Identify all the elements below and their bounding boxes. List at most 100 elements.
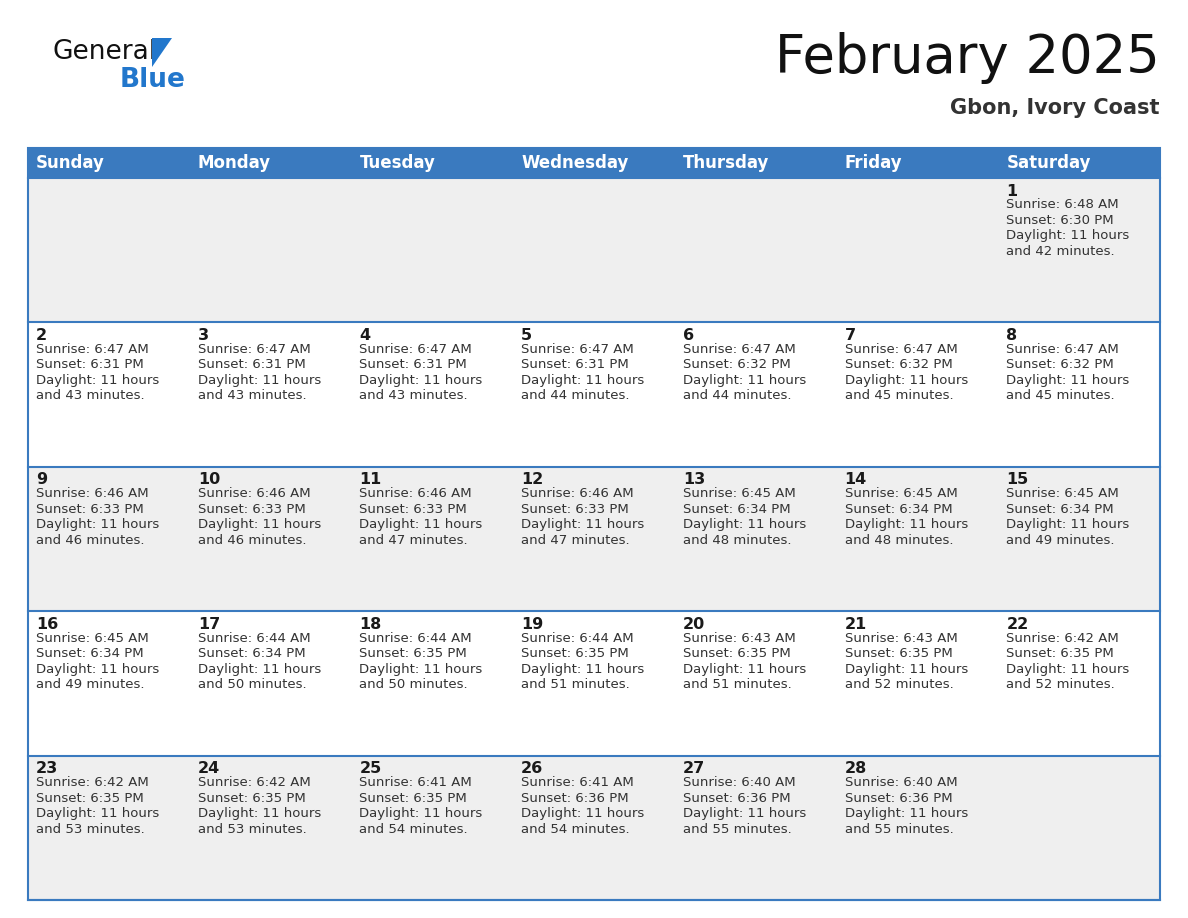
Text: and 45 minutes.: and 45 minutes. xyxy=(1006,389,1114,402)
Text: Sunset: 6:33 PM: Sunset: 6:33 PM xyxy=(36,503,144,516)
Text: Daylight: 11 hours: Daylight: 11 hours xyxy=(197,374,321,386)
Text: 12: 12 xyxy=(522,472,543,487)
Text: Sunset: 6:33 PM: Sunset: 6:33 PM xyxy=(360,503,467,516)
Text: Sunrise: 6:42 AM: Sunrise: 6:42 AM xyxy=(36,776,148,789)
Text: 8: 8 xyxy=(1006,328,1017,343)
Text: Sunrise: 6:44 AM: Sunrise: 6:44 AM xyxy=(522,632,633,644)
Text: Daylight: 11 hours: Daylight: 11 hours xyxy=(522,519,644,532)
Text: and 45 minutes.: and 45 minutes. xyxy=(845,389,953,402)
Text: and 47 minutes.: and 47 minutes. xyxy=(522,533,630,547)
Text: and 54 minutes.: and 54 minutes. xyxy=(360,823,468,835)
Text: and 48 minutes.: and 48 minutes. xyxy=(845,533,953,547)
Text: Sunrise: 6:43 AM: Sunrise: 6:43 AM xyxy=(845,632,958,644)
Text: Sunrise: 6:47 AM: Sunrise: 6:47 AM xyxy=(360,343,472,356)
Text: 13: 13 xyxy=(683,472,706,487)
Text: 10: 10 xyxy=(197,472,220,487)
Text: Daylight: 11 hours: Daylight: 11 hours xyxy=(1006,374,1130,386)
Text: Sunset: 6:35 PM: Sunset: 6:35 PM xyxy=(845,647,953,660)
Text: Daylight: 11 hours: Daylight: 11 hours xyxy=(36,663,159,676)
Text: Sunset: 6:30 PM: Sunset: 6:30 PM xyxy=(1006,214,1114,227)
Text: Daylight: 11 hours: Daylight: 11 hours xyxy=(197,663,321,676)
Text: Sunrise: 6:44 AM: Sunrise: 6:44 AM xyxy=(197,632,310,644)
Text: Sunrise: 6:45 AM: Sunrise: 6:45 AM xyxy=(1006,487,1119,500)
Text: and 46 minutes.: and 46 minutes. xyxy=(36,533,145,547)
Text: Thursday: Thursday xyxy=(683,154,770,172)
Text: 21: 21 xyxy=(845,617,867,632)
Text: Daylight: 11 hours: Daylight: 11 hours xyxy=(522,374,644,386)
Text: Daylight: 11 hours: Daylight: 11 hours xyxy=(522,663,644,676)
Text: 11: 11 xyxy=(360,472,381,487)
Text: and 49 minutes.: and 49 minutes. xyxy=(1006,533,1114,547)
Text: Daylight: 11 hours: Daylight: 11 hours xyxy=(360,374,482,386)
Text: Daylight: 11 hours: Daylight: 11 hours xyxy=(1006,519,1130,532)
Text: Sunset: 6:35 PM: Sunset: 6:35 PM xyxy=(522,647,628,660)
Text: Daylight: 11 hours: Daylight: 11 hours xyxy=(845,374,968,386)
Text: 9: 9 xyxy=(36,472,48,487)
Text: Daylight: 11 hours: Daylight: 11 hours xyxy=(1006,230,1130,242)
Text: and 55 minutes.: and 55 minutes. xyxy=(845,823,953,835)
Text: Sunrise: 6:46 AM: Sunrise: 6:46 AM xyxy=(522,487,633,500)
Text: Sunset: 6:31 PM: Sunset: 6:31 PM xyxy=(197,358,305,372)
Text: 2: 2 xyxy=(36,328,48,343)
Text: 6: 6 xyxy=(683,328,694,343)
Text: and 54 minutes.: and 54 minutes. xyxy=(522,823,630,835)
Text: Sunday: Sunday xyxy=(36,154,105,172)
Text: Sunset: 6:36 PM: Sunset: 6:36 PM xyxy=(522,791,628,804)
Text: Sunset: 6:34 PM: Sunset: 6:34 PM xyxy=(1006,503,1114,516)
Text: and 52 minutes.: and 52 minutes. xyxy=(845,678,953,691)
Text: and 53 minutes.: and 53 minutes. xyxy=(36,823,145,835)
Text: and 44 minutes.: and 44 minutes. xyxy=(522,389,630,402)
Text: and 44 minutes.: and 44 minutes. xyxy=(683,389,791,402)
Text: Sunset: 6:34 PM: Sunset: 6:34 PM xyxy=(845,503,953,516)
Text: Daylight: 11 hours: Daylight: 11 hours xyxy=(522,807,644,820)
Text: 3: 3 xyxy=(197,328,209,343)
Text: Sunset: 6:34 PM: Sunset: 6:34 PM xyxy=(36,647,144,660)
Text: 23: 23 xyxy=(36,761,58,776)
Bar xyxy=(29,611,1159,756)
Text: 1: 1 xyxy=(1006,184,1017,198)
Text: Daylight: 11 hours: Daylight: 11 hours xyxy=(683,374,807,386)
Bar xyxy=(29,756,1159,900)
Text: Sunrise: 6:40 AM: Sunrise: 6:40 AM xyxy=(683,776,796,789)
Text: 26: 26 xyxy=(522,761,543,776)
Text: Daylight: 11 hours: Daylight: 11 hours xyxy=(683,663,807,676)
Text: Sunset: 6:34 PM: Sunset: 6:34 PM xyxy=(683,503,790,516)
Text: General: General xyxy=(52,39,156,65)
Text: Sunset: 6:36 PM: Sunset: 6:36 PM xyxy=(845,791,953,804)
Text: and 43 minutes.: and 43 minutes. xyxy=(360,389,468,402)
Text: and 49 minutes.: and 49 minutes. xyxy=(36,678,145,691)
Text: and 42 minutes.: and 42 minutes. xyxy=(1006,245,1114,258)
Text: 16: 16 xyxy=(36,617,58,632)
Text: 18: 18 xyxy=(360,617,381,632)
Text: Sunrise: 6:47 AM: Sunrise: 6:47 AM xyxy=(522,343,634,356)
Text: Sunset: 6:31 PM: Sunset: 6:31 PM xyxy=(360,358,467,372)
Bar xyxy=(29,178,1159,322)
Text: Daylight: 11 hours: Daylight: 11 hours xyxy=(845,663,968,676)
Text: Sunset: 6:33 PM: Sunset: 6:33 PM xyxy=(197,503,305,516)
Text: Saturday: Saturday xyxy=(1006,154,1091,172)
Text: Sunrise: 6:47 AM: Sunrise: 6:47 AM xyxy=(845,343,958,356)
Text: and 50 minutes.: and 50 minutes. xyxy=(197,678,307,691)
Text: Sunrise: 6:42 AM: Sunrise: 6:42 AM xyxy=(197,776,310,789)
Bar xyxy=(29,466,1159,611)
Bar xyxy=(29,322,1159,466)
Text: Sunset: 6:35 PM: Sunset: 6:35 PM xyxy=(683,647,790,660)
Text: 4: 4 xyxy=(360,328,371,343)
Text: Daylight: 11 hours: Daylight: 11 hours xyxy=(36,374,159,386)
Text: and 48 minutes.: and 48 minutes. xyxy=(683,533,791,547)
Text: Sunrise: 6:48 AM: Sunrise: 6:48 AM xyxy=(1006,198,1119,211)
Text: Daylight: 11 hours: Daylight: 11 hours xyxy=(360,807,482,820)
Text: February 2025: February 2025 xyxy=(776,32,1159,84)
Text: Wednesday: Wednesday xyxy=(522,154,628,172)
Text: Daylight: 11 hours: Daylight: 11 hours xyxy=(1006,663,1130,676)
Text: 22: 22 xyxy=(1006,617,1029,632)
Text: Sunrise: 6:42 AM: Sunrise: 6:42 AM xyxy=(1006,632,1119,644)
Text: Sunset: 6:32 PM: Sunset: 6:32 PM xyxy=(683,358,790,372)
Text: Sunset: 6:31 PM: Sunset: 6:31 PM xyxy=(36,358,144,372)
Text: Gbon, Ivory Coast: Gbon, Ivory Coast xyxy=(950,98,1159,118)
Text: 25: 25 xyxy=(360,761,381,776)
Text: Tuesday: Tuesday xyxy=(360,154,435,172)
Text: Sunrise: 6:44 AM: Sunrise: 6:44 AM xyxy=(360,632,472,644)
Text: Daylight: 11 hours: Daylight: 11 hours xyxy=(197,807,321,820)
Bar xyxy=(29,148,1159,900)
